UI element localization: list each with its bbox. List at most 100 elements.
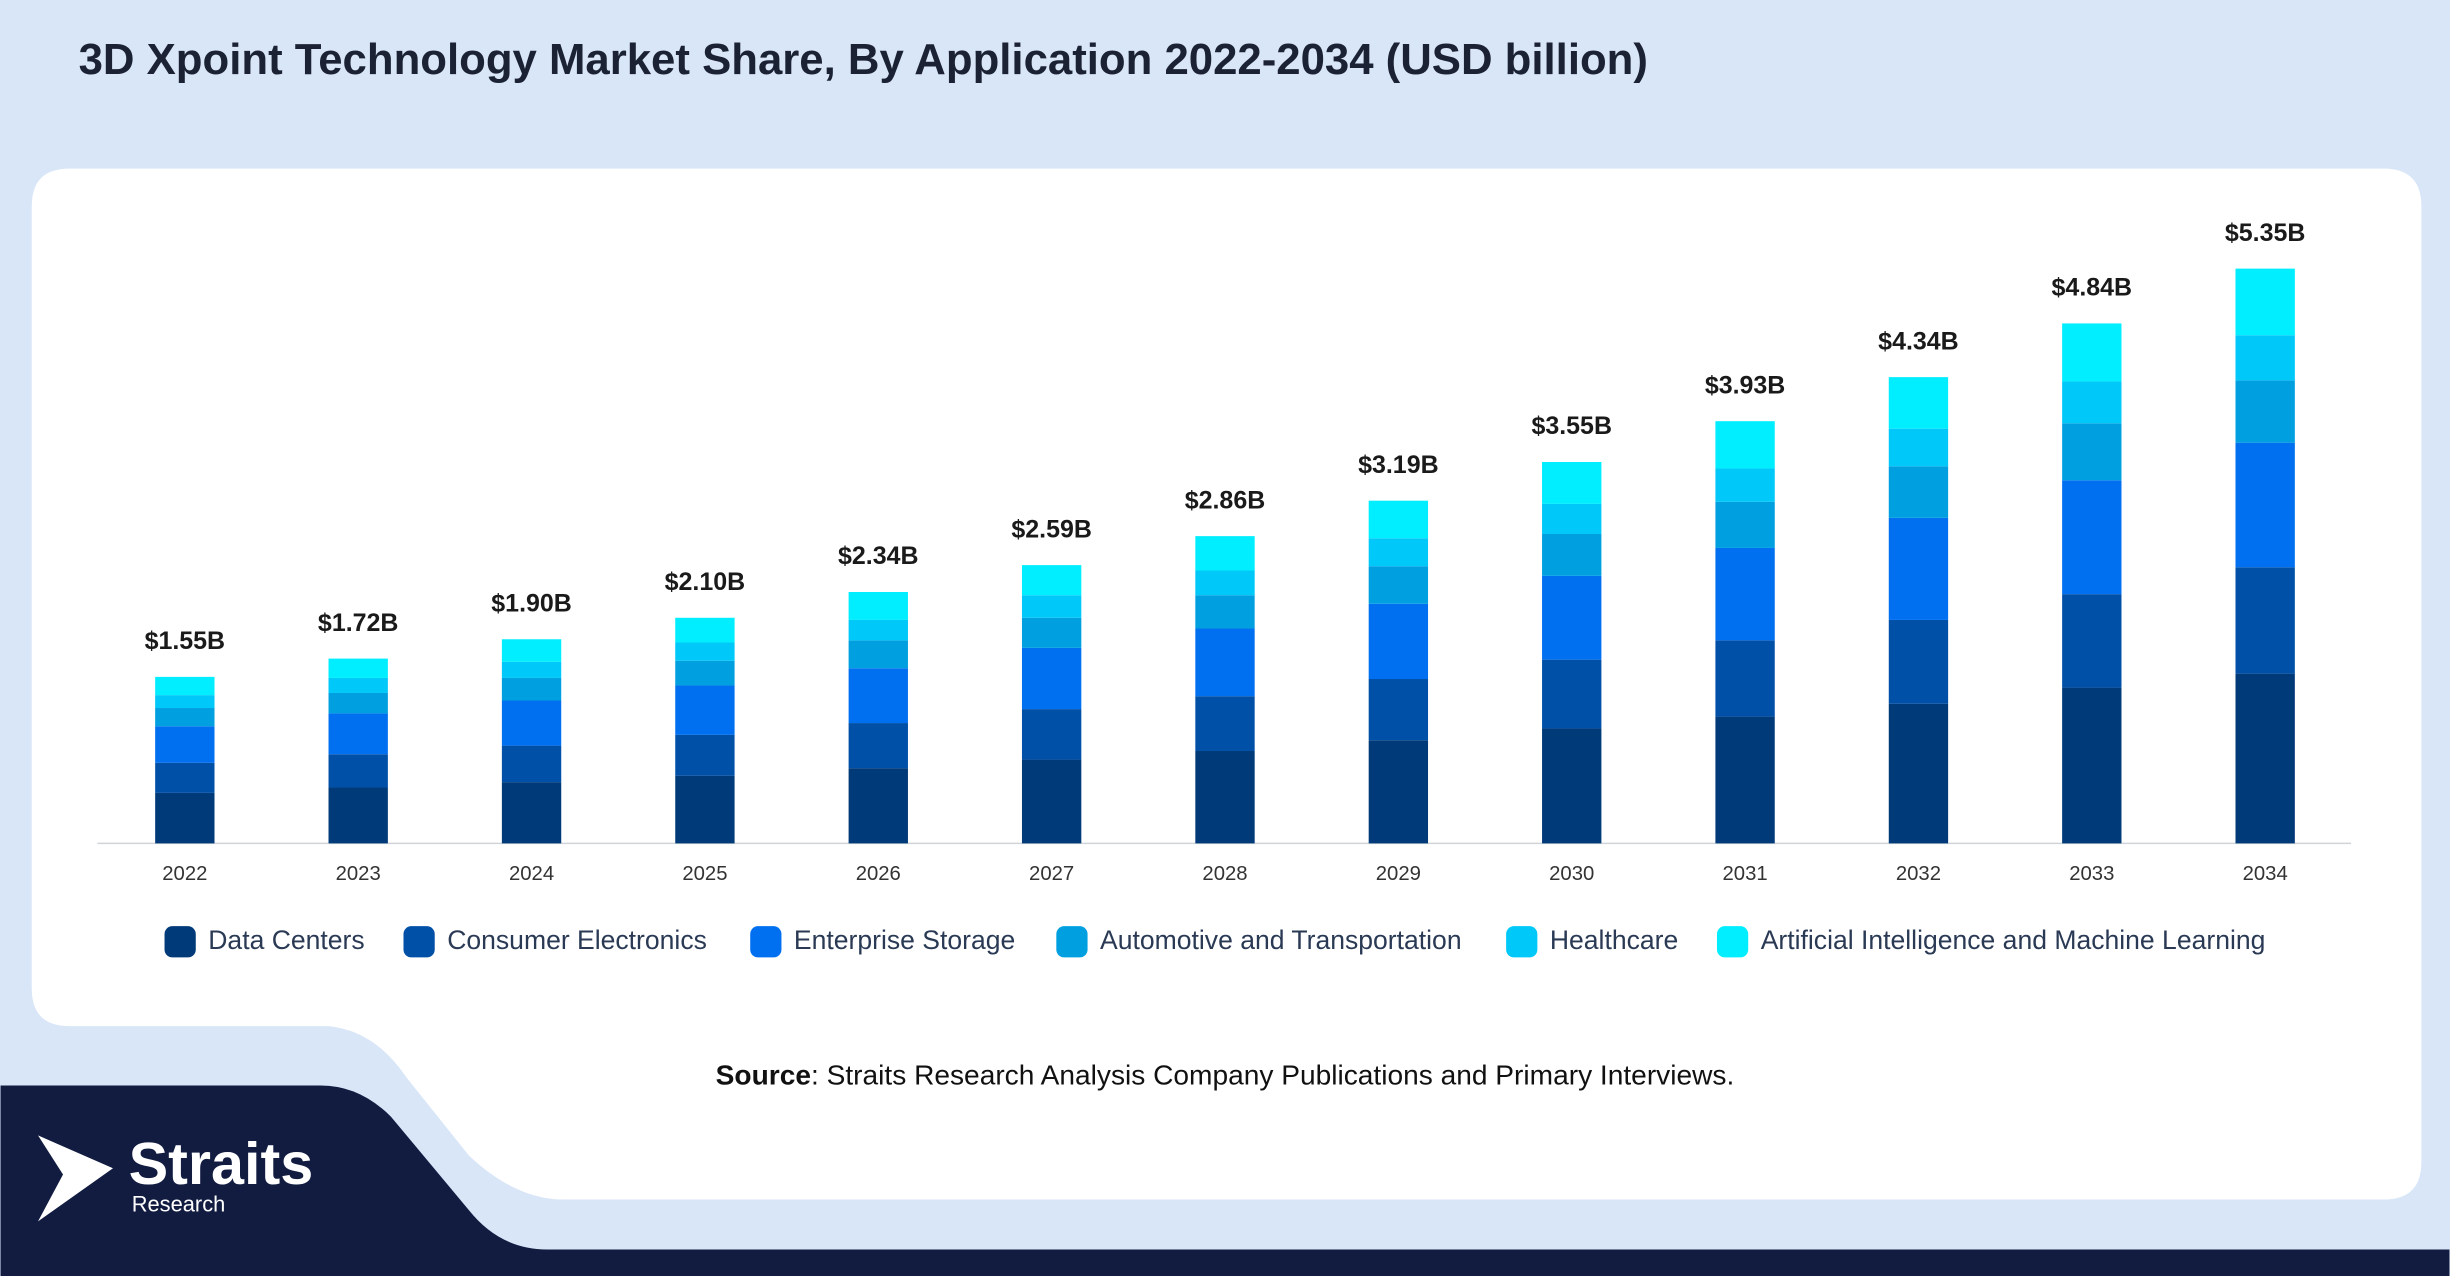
bar-segment — [1715, 468, 1775, 502]
bar-segment — [1542, 503, 1602, 534]
bar-segment — [1542, 728, 1602, 844]
bar-segment — [1021, 565, 1082, 596]
bar-segment — [1368, 603, 1429, 680]
legend-label: Data Centers — [208, 925, 364, 955]
legend-swatch — [164, 926, 196, 958]
x-tick-label: 2034 — [2243, 863, 2288, 885]
logo-icon — [38, 1135, 113, 1222]
bar-segment — [1542, 575, 1602, 660]
bar-segment — [2062, 323, 2122, 382]
bar-segment — [155, 762, 215, 793]
bar-segment — [1195, 750, 1255, 844]
bar-segment — [1195, 536, 1255, 571]
logo-sub: Research — [132, 1191, 226, 1216]
bar-segment — [848, 668, 908, 724]
bar-segment — [501, 782, 562, 844]
total-label: $4.84B — [2052, 274, 2133, 302]
bar-segment — [1021, 647, 1082, 710]
x-tick-label: 2032 — [1896, 863, 1941, 885]
bar-segment — [1715, 547, 1775, 641]
x-tick-label: 2023 — [336, 863, 381, 885]
bar-segment — [1542, 533, 1602, 576]
bar-segment — [501, 700, 562, 746]
total-label: $2.34B — [838, 542, 919, 570]
total-label: $2.10B — [665, 568, 746, 596]
bar-segment — [1715, 640, 1775, 717]
legend-label: Automotive and Transportation — [1100, 925, 1462, 955]
bar-segment — [2235, 380, 2295, 443]
total-label: $1.90B — [491, 589, 572, 617]
bar-segment — [1888, 466, 1949, 518]
bar-segment — [1888, 619, 1949, 704]
bar-segment — [2235, 268, 2295, 336]
x-tick-label: 2028 — [1202, 863, 1247, 885]
bar-segment — [1195, 570, 1255, 596]
bar-segment — [1888, 517, 1949, 620]
total-label: $1.72B — [318, 609, 399, 637]
bar-segment — [848, 723, 908, 769]
bar-segment — [2235, 335, 2295, 381]
bar-segment — [2235, 673, 2295, 844]
bar-segment — [848, 768, 908, 844]
legend-swatch — [750, 926, 782, 958]
bar-segment — [1195, 696, 1255, 751]
bar-segment — [1021, 759, 1082, 844]
legend-swatch — [1506, 926, 1538, 958]
bar-segment — [1021, 617, 1082, 648]
bar-segment — [1195, 628, 1255, 697]
source-text: : Straits Research Analysis Company Publ… — [811, 1060, 1734, 1091]
bar-segment — [675, 642, 735, 661]
bar-segment — [1368, 566, 1429, 604]
bar-segment — [501, 677, 562, 701]
total-label: $3.93B — [1705, 371, 1786, 399]
bar-segment — [1715, 421, 1775, 469]
bar-segment — [2062, 423, 2122, 481]
total-label: $1.55B — [145, 627, 226, 655]
bar-segment — [1542, 659, 1602, 729]
bar-segment — [1888, 377, 1949, 429]
x-tick-label: 2024 — [509, 863, 554, 885]
bar-segment — [2235, 442, 2295, 568]
bar-segment — [1368, 538, 1429, 567]
footer-band — [0, 1085, 2450, 1276]
bar-segment — [675, 734, 735, 776]
bar-segment — [501, 661, 562, 678]
bar-segment — [1021, 595, 1082, 618]
legend-label: Healthcare — [1550, 925, 1678, 955]
source-label: Source — [716, 1060, 811, 1091]
bar-segment — [1542, 462, 1602, 504]
x-tick-label: 2033 — [2069, 863, 2114, 885]
legend-label: Enterprise Storage — [794, 925, 1015, 955]
bar-segment — [501, 639, 562, 662]
legend-label: Consumer Electronics — [447, 925, 707, 955]
bar-segment — [2062, 594, 2122, 688]
chart-title: 3D Xpoint Technology Market Share, By Ap… — [79, 35, 1648, 84]
bar-segment — [1715, 501, 1775, 548]
bar-segment — [848, 640, 908, 669]
bar-segment — [328, 677, 388, 693]
bar-segment — [675, 660, 735, 686]
bar-segment — [848, 619, 908, 641]
bar-segment — [501, 745, 562, 783]
bar-segment — [848, 591, 908, 620]
x-tick-label: 2031 — [1723, 863, 1768, 885]
bar-segment — [1715, 716, 1775, 844]
legend-label: Artificial Intelligence and Machine Lear… — [1761, 925, 2266, 955]
bar-segment — [675, 617, 735, 643]
bar-segment — [2062, 480, 2122, 595]
bar-segment — [1368, 500, 1429, 539]
bar-segment — [155, 792, 215, 844]
bar-segment — [155, 676, 215, 696]
total-label: $3.19B — [1358, 451, 1439, 479]
bar-segment — [2062, 381, 2122, 424]
x-tick-label: 2029 — [1376, 863, 1421, 885]
total-label: $5.35B — [2225, 219, 2306, 247]
bar-segment — [155, 695, 215, 709]
x-tick-label: 2030 — [1549, 863, 1594, 885]
total-label: $2.59B — [1011, 515, 1092, 543]
total-label: $3.55B — [1531, 412, 1612, 440]
legend-swatch — [1056, 926, 1088, 958]
bar-segment — [155, 726, 215, 763]
bar-segment — [1368, 740, 1429, 844]
